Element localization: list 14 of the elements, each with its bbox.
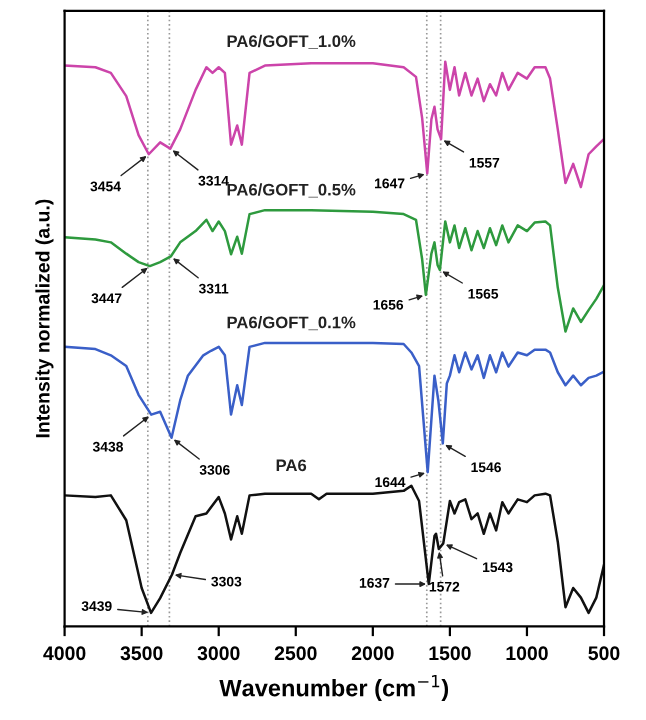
- x-tick-label: 2500: [274, 646, 317, 661]
- series-label: PA6/GOFT_1.0%: [227, 34, 356, 49]
- y-axis-title: Intensity normalized (a.u.): [35, 199, 54, 438]
- series-label: PA6/GOFT_0.5%: [227, 183, 356, 198]
- x-tick-label: 3500: [120, 646, 163, 661]
- x-tick-label: 3000: [197, 646, 240, 661]
- x-tick-label: 1500: [429, 646, 471, 661]
- series-label: PA6/GOFT_0.1%: [227, 316, 356, 331]
- x-tick-label: 1000: [506, 646, 548, 661]
- x-tick-label: 4000: [43, 646, 86, 661]
- x-tick-label: 2000: [351, 646, 394, 661]
- x-tick-label: 500: [588, 646, 620, 661]
- series-label: PA6: [276, 459, 307, 472]
- x-axis-title: Wavenumber (cm$^{−1}$): [219, 675, 449, 702]
